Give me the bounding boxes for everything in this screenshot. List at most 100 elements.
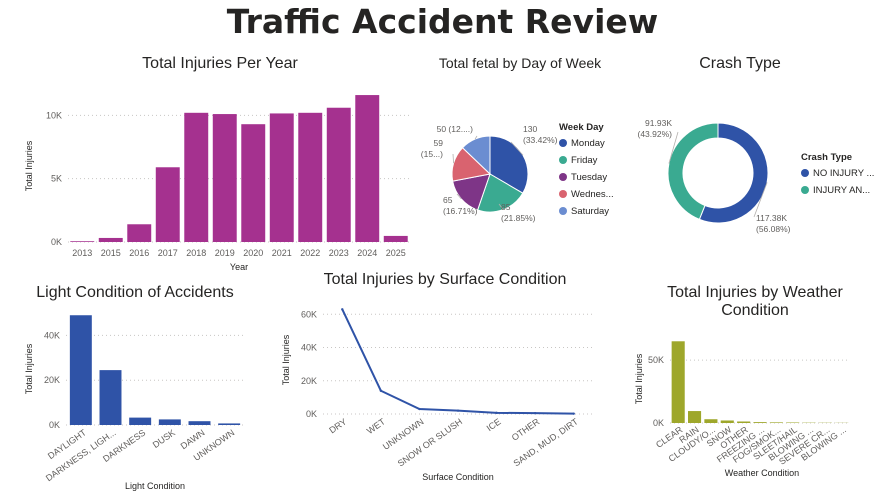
surface-series-line bbox=[341, 308, 574, 415]
light-x-tick-label: DUSK bbox=[151, 427, 177, 450]
weather-y-axis-label: Total Injuries bbox=[634, 353, 644, 404]
year-y-tick-label: 0K bbox=[51, 237, 62, 247]
year-bar bbox=[70, 241, 95, 242]
light-y-tick-label: 20K bbox=[44, 375, 60, 385]
crash-slice bbox=[667, 122, 719, 221]
light-y-axis-label: Total Injuries bbox=[24, 343, 34, 394]
fetal-by-day-chart: 130(33.42%) 85(21.85%) 65(16.71%) 59(15...)… bbox=[421, 122, 614, 223]
day-legend-marker bbox=[559, 207, 567, 215]
surface-x-tick-label: ICE bbox=[485, 416, 503, 433]
weather-bar bbox=[769, 422, 783, 423]
year-x-tick-label: 2018 bbox=[186, 248, 206, 258]
day-data-label: 65 bbox=[443, 195, 453, 205]
year-bar bbox=[155, 167, 180, 242]
day-legend-title: Week Day bbox=[559, 122, 604, 133]
day-leader-line bbox=[452, 153, 454, 164]
year-x-tick-label: 2016 bbox=[129, 248, 149, 258]
weather-bar bbox=[786, 422, 800, 423]
surface-y-tick-label: 0K bbox=[306, 409, 317, 419]
day-legend-item: Monday bbox=[571, 138, 605, 149]
day-slice bbox=[461, 135, 491, 176]
year-bar bbox=[127, 224, 152, 242]
year-y-tick-label: 5K bbox=[51, 174, 62, 184]
weather-bar bbox=[720, 420, 734, 423]
injuries-per-year-chart: 0K 5K 10K 2013 2015 2016 2017 2018 2019 2020 2021 2… bbox=[24, 95, 410, 272]
day-data-label-pct: (21.85%) bbox=[501, 213, 536, 223]
weather-y-tick-label: 0K bbox=[653, 418, 664, 428]
fetal-by-day-title: Total fetal by Day of Week bbox=[438, 55, 602, 71]
injuries-per-year-title: Total Injuries Per Year bbox=[142, 55, 298, 72]
day-legend-item: Friday bbox=[571, 155, 598, 166]
crash-leader-line bbox=[668, 131, 679, 164]
surface-point bbox=[533, 411, 537, 415]
surface-x-tick-label: SNOW OR SLUSH bbox=[396, 416, 464, 468]
day-data-label-pct: (16.71%) bbox=[443, 206, 478, 216]
day-legend-marker bbox=[559, 173, 567, 181]
year-x-tick-label: 2020 bbox=[243, 248, 263, 258]
day-legend-marker bbox=[559, 156, 567, 164]
surface-y-tick-label: 40K bbox=[301, 343, 317, 353]
year-x-tick-label: 2022 bbox=[300, 248, 320, 258]
light-bar bbox=[218, 423, 241, 425]
weather-x-axis-label: Weather Condition bbox=[725, 468, 799, 478]
day-leader-line bbox=[498, 203, 504, 210]
crash-legend-item: INJURY AN... bbox=[813, 185, 870, 196]
year-bar bbox=[383, 235, 408, 242]
year-bar bbox=[98, 237, 123, 242]
weather-bar bbox=[688, 411, 702, 423]
year-x-tick-label: 2025 bbox=[386, 248, 406, 258]
light-bar bbox=[129, 417, 152, 425]
year-x-tick-label: 2017 bbox=[158, 248, 178, 258]
page-title: Traffic Accident Review bbox=[226, 2, 659, 41]
surface-y-axis-label: Total Injuries bbox=[281, 334, 291, 385]
surface-x-axis-label: Surface Condition bbox=[422, 472, 494, 482]
day-legend-item: Tuesday bbox=[571, 172, 607, 183]
light-x-axis-label: Light Condition bbox=[125, 481, 185, 491]
day-leader-line bbox=[474, 135, 478, 140]
crash-legend-title: Crash Type bbox=[801, 152, 852, 163]
weather-bar bbox=[671, 341, 685, 423]
light-y-tick-label: 40K bbox=[44, 330, 60, 340]
day-legend-item: Wednes... bbox=[571, 189, 614, 200]
light-bar bbox=[69, 315, 92, 425]
crash-leader-line bbox=[753, 182, 768, 218]
surface-point bbox=[341, 308, 344, 311]
surface-x-tick-label: DRY bbox=[327, 416, 348, 435]
year-x-tick-label: 2021 bbox=[272, 248, 292, 258]
crash-data-label-pct: (43.92%) bbox=[638, 129, 673, 139]
year-y-axis-label: Total Injuries bbox=[24, 140, 34, 191]
surface-condition-title: Total Injuries by Surface Condition bbox=[323, 271, 567, 288]
crash-data-label: 91.93K bbox=[645, 118, 672, 128]
day-data-label: 85 bbox=[501, 202, 511, 212]
day-data-label: 59 bbox=[434, 138, 444, 148]
crash-data-label: 117.38K bbox=[756, 213, 787, 223]
day-data-label-pct: (15...) bbox=[421, 149, 443, 159]
weather-bar bbox=[737, 421, 751, 423]
crash-legend-marker bbox=[801, 169, 809, 177]
weather-bar bbox=[753, 422, 767, 423]
surface-y-tick-label: 60K bbox=[301, 309, 317, 319]
weather-condition-chart: 0K50KCLEARRAINCLOUDY/O...SNOWOTHERFREEZI… bbox=[634, 341, 850, 478]
surface-point bbox=[379, 389, 383, 392]
surface-point bbox=[456, 409, 460, 412]
year-bar bbox=[212, 114, 237, 242]
weather-y-tick-label: 50K bbox=[648, 355, 664, 365]
light-bar bbox=[188, 421, 211, 425]
surface-point bbox=[418, 407, 421, 411]
year-bar bbox=[326, 107, 351, 242]
year-bar bbox=[298, 112, 323, 242]
year-x-axis-label: Year bbox=[230, 262, 248, 272]
light-y-tick-label: 0K bbox=[49, 420, 60, 430]
day-legend-item: Saturday bbox=[571, 206, 609, 217]
surface-y-tick-label: 20K bbox=[301, 376, 317, 386]
weather-bar bbox=[704, 419, 718, 423]
year-bar bbox=[184, 112, 209, 242]
crash-type-chart: 117.38K(56.08%) 91.93K(43.92%) Crash Type N… bbox=[638, 118, 875, 234]
day-data-label: 50 (12....) bbox=[437, 124, 474, 134]
year-y-tick-label: 10K bbox=[46, 110, 62, 120]
surface-x-tick-label: SAND, MUD, DIRT bbox=[512, 416, 581, 468]
surface-x-tick-label: OTHER bbox=[510, 416, 542, 443]
day-data-label-pct: (33.42%) bbox=[523, 135, 558, 145]
day-data-label: 130 bbox=[523, 124, 537, 134]
